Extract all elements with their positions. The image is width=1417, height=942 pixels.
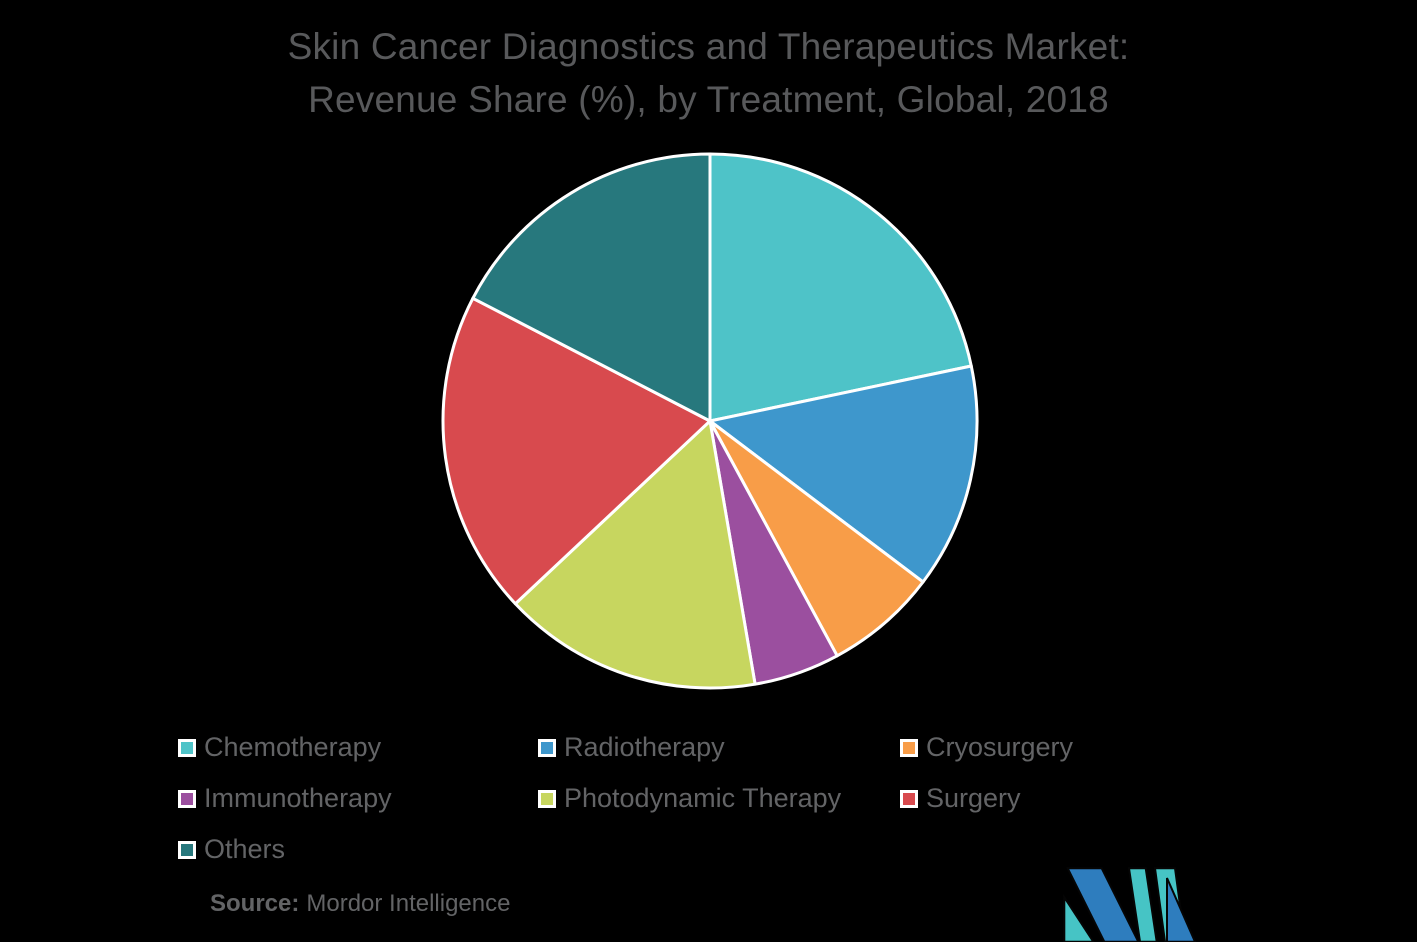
legend-label-surgery: Surgery: [926, 783, 1021, 813]
legend-label-chemotherapy: Chemotherapy: [204, 732, 382, 762]
legend-item-photodynamic-therapy: Photodynamic Therapy: [538, 783, 900, 814]
chart-title-line2: Revenue Share (%), by Treatment, Global,…: [308, 79, 1109, 120]
legend-label-immunotherapy: Immunotherapy: [204, 783, 392, 813]
legend-swatch-chemotherapy: [178, 738, 196, 757]
logo-svg: [1063, 867, 1197, 942]
pie-slice-cryosurgery: [708, 419, 925, 658]
legend-label-radiotherapy: Radiotherapy: [564, 732, 725, 762]
legend-item-immunotherapy: Immunotherapy: [178, 783, 538, 814]
legend-swatch-photodynamic-therapy: [538, 789, 556, 808]
pie-slice-photodynamic-therapy: [513, 419, 757, 690]
legend-swatch-others: [178, 840, 196, 859]
chart-title: Skin Cancer Diagnostics and Therapeutics…: [0, 20, 1417, 126]
legend-swatch-immunotherapy: [178, 789, 196, 808]
legend-item-surgery: Surgery: [900, 783, 1240, 814]
logo-i-blue-shape: [1166, 877, 1197, 942]
legend-label-photodynamic-therapy: Photodynamic Therapy: [564, 783, 842, 813]
legend-swatch-surgery: [900, 789, 918, 808]
source-note: Source: Mordor Intelligence: [210, 890, 510, 918]
chart-title-line1: Skin Cancer Diagnostics and Therapeutics…: [287, 26, 1130, 67]
legend-item-radiotherapy: Radiotherapy: [538, 732, 900, 763]
legend-label-others: Others: [204, 834, 286, 864]
legend-item-cryosurgery: Cryosurgery: [900, 732, 1240, 763]
pie-chart-svg: [441, 152, 979, 690]
pie-slice-surgery: [441, 296, 712, 606]
legend-label-cryosurgery: Cryosurgery: [926, 732, 1074, 762]
pie-slice-others: [471, 152, 712, 423]
source-text: Mordor Intelligence: [306, 890, 511, 917]
source-label: Source:: [210, 890, 300, 917]
pie-slice-chemotherapy: [708, 152, 973, 423]
legend-swatch-cryosurgery: [900, 738, 918, 757]
legend-item-others: Others: [178, 834, 538, 865]
legend-item-chemotherapy: Chemotherapy: [178, 732, 538, 763]
pie-slice-radiotherapy: [708, 364, 979, 584]
legend-swatch-radiotherapy: [538, 738, 556, 757]
chart-legend: Chemotherapy Radiotherapy Cryosurgery Immun…: [178, 722, 1240, 875]
mordor-intelligence-logo: [1055, 860, 1200, 942]
pie-chart: [430, 141, 990, 701]
